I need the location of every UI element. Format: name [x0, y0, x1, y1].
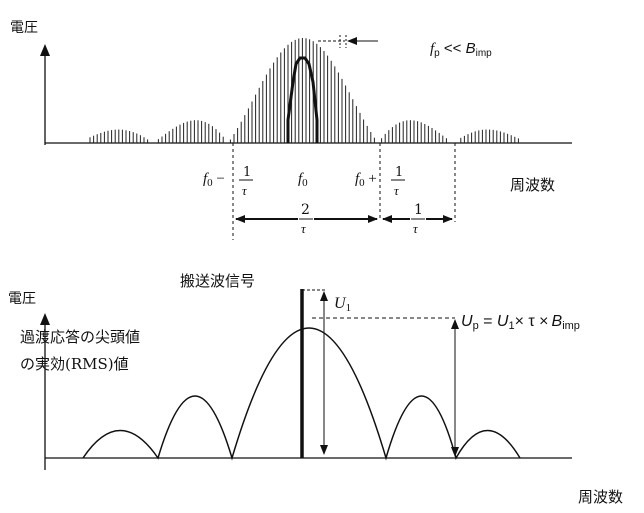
u1-label: U1 — [334, 295, 351, 314]
fp-annotation: fp << Bimp — [430, 40, 492, 59]
caption-line-2: の実効(RMS)値 — [20, 355, 129, 373]
top-x-axis-label: 周波数 — [510, 176, 555, 194]
svg-text:τ: τ — [242, 183, 248, 198]
bottom-y-axis-label: 電圧 — [8, 291, 36, 307]
top-panel: 電圧 周波数 fp << Bimp f0 − 1 τ f0 f0 + 1 τ — [10, 20, 572, 240]
carrier-label: 搬送波信号 — [180, 272, 255, 290]
bottom-x-axis-label: 周波数 — [578, 488, 623, 506]
svg-text:f0: f0 — [298, 171, 308, 189]
tick-f0-plus: f0 + 1 τ — [355, 165, 405, 198]
narrowband-pulse — [286, 56, 319, 143]
bottom-panel: 電圧 周波数 U1 搬送波信号 過渡応答の尖頭値 の実効(RMS)値 Up = … — [8, 272, 623, 506]
caption-line-1: 過渡応答の尖頭値 — [20, 328, 140, 346]
tick-f0-minus: f0 − 1 τ — [203, 165, 253, 198]
span-2-num: 2 — [301, 202, 310, 218]
span-1-num: 1 — [414, 202, 423, 218]
tick-f0: f0 — [298, 171, 308, 189]
svg-text:1: 1 — [395, 165, 403, 180]
bottom-y-axis-arrow — [40, 313, 50, 325]
svg-text:1: 1 — [243, 165, 251, 180]
sinc-envelope — [82, 327, 521, 461]
up-formula: Up = U1× τ × Bimp — [461, 313, 580, 332]
top-y-axis-label: 電圧 — [10, 20, 38, 36]
spectral-lines — [89, 38, 519, 143]
svg-text:τ: τ — [394, 183, 400, 198]
span-1-den: τ — [413, 221, 419, 236]
span-2-den: τ — [301, 221, 307, 236]
top-y-axis-arrow — [40, 44, 50, 56]
svg-text:f0 −: f0 − — [203, 171, 225, 189]
svg-text:f0 +: f0 + — [355, 171, 377, 189]
